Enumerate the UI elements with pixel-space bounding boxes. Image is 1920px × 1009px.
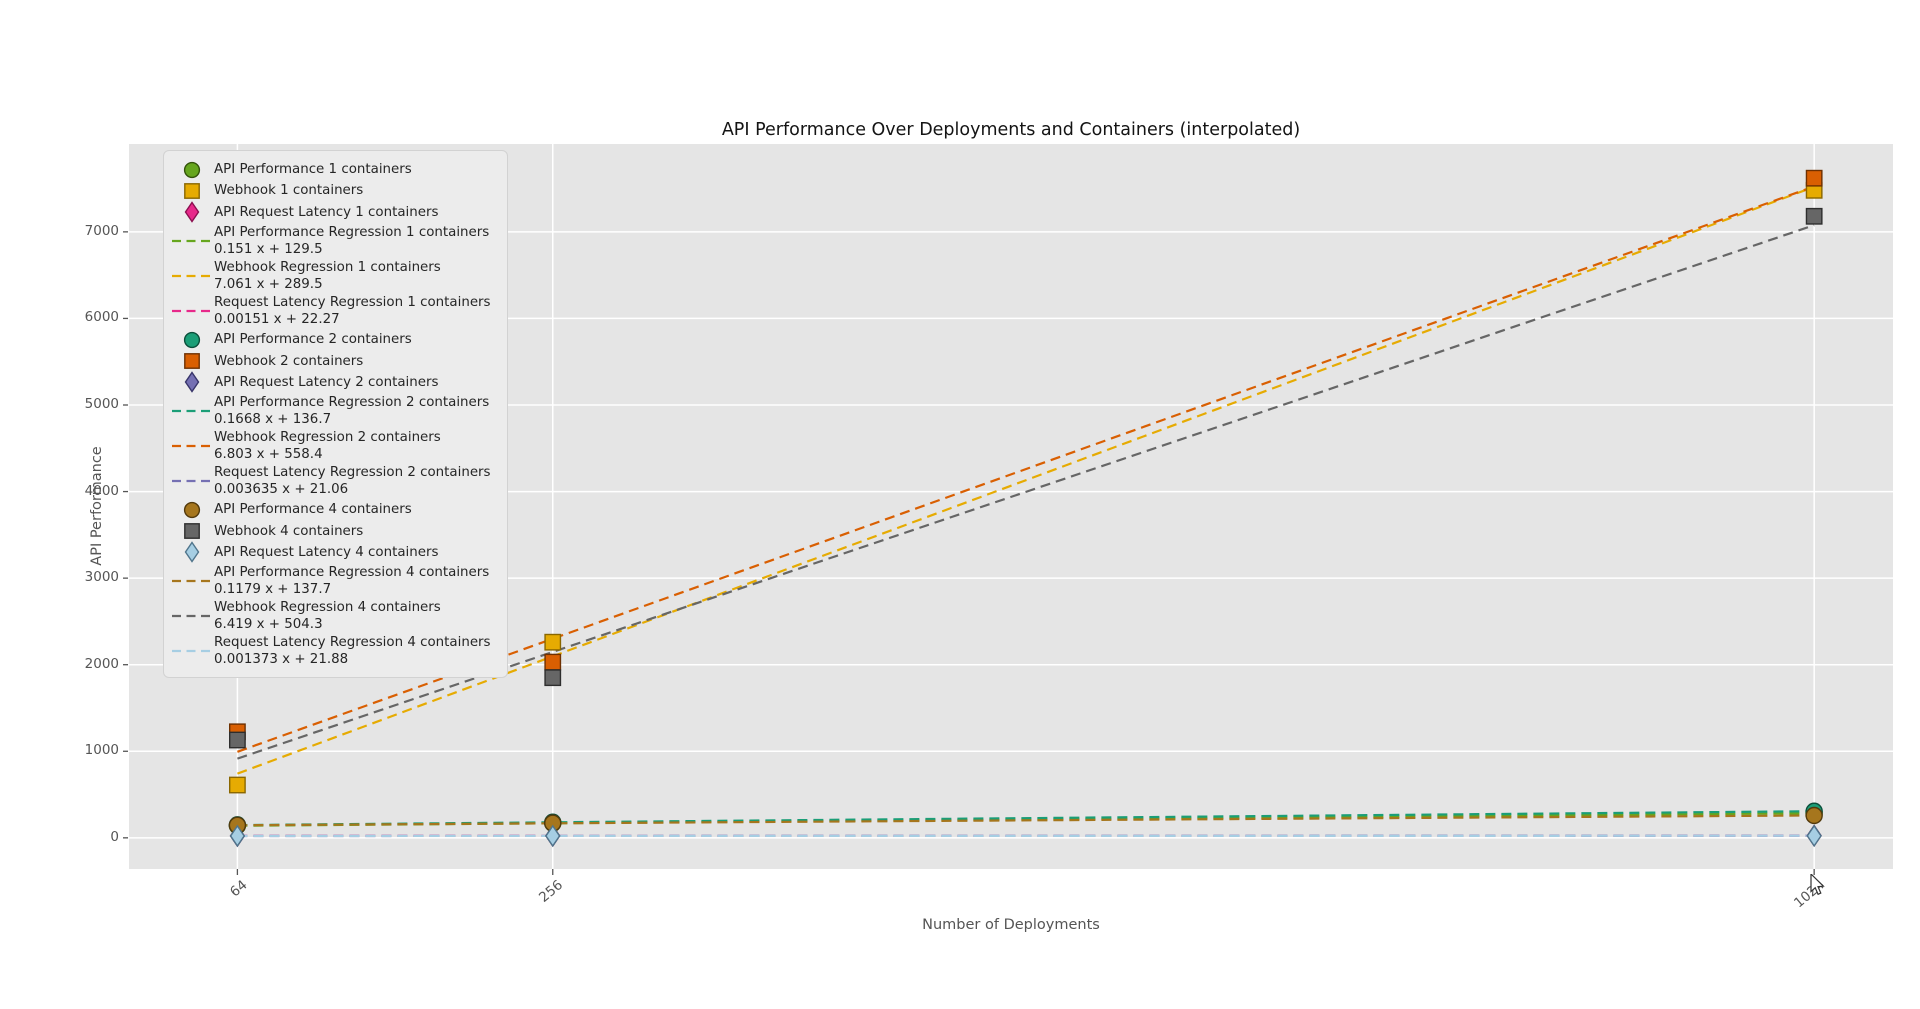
- mouse-cursor-icon: [1810, 874, 1825, 896]
- data-point: [1805, 806, 1823, 825]
- regression-line: [237, 814, 1815, 827]
- legend-item: API Request Latency 1 containers: [170, 201, 501, 223]
- dashed-line-icon: [170, 640, 214, 662]
- square-marker-icon: [170, 520, 214, 542]
- legend-item-label: Webhook 4 containers: [214, 523, 364, 539]
- legend-item-label: API Performance 1 containers: [214, 162, 412, 178]
- legend-item: Request Latency Regression 1 containers 0…: [170, 294, 501, 329]
- legend-item: API Request Latency 2 containers: [170, 371, 501, 394]
- data-point: [1806, 824, 1822, 848]
- y-tick-label: 7000: [84, 222, 119, 239]
- dashed-line-icon: [170, 400, 214, 422]
- legend-item: Webhook 2 containers: [170, 350, 501, 371]
- legend-item-label: Webhook Regression 4 containers 6.419 x +…: [214, 600, 441, 633]
- square-marker-icon: [170, 350, 214, 372]
- legend-item-label: Request Latency Regression 2 containers 0…: [214, 465, 491, 498]
- legend-item-label: API Performance Regression 1 containers 0…: [214, 224, 490, 257]
- legend-item: API Performance 1 containers: [170, 159, 501, 180]
- data-point: [544, 633, 562, 651]
- dashed-line-icon: [170, 265, 214, 287]
- y-tick-label: 5000: [84, 396, 119, 412]
- dashed-line-icon: [170, 570, 214, 592]
- legend-item: API Performance 2 containers: [170, 329, 501, 350]
- y-tick-label: 3000: [84, 569, 119, 586]
- data-point: [229, 731, 246, 749]
- dashed-line-icon: [170, 605, 214, 627]
- diamond-marker-icon: [170, 541, 214, 564]
- legend-item-label: API Request Latency 1 containers: [214, 204, 439, 220]
- legend-item-label: Webhook 1 containers: [214, 183, 364, 199]
- square-marker-icon: [170, 180, 214, 202]
- legend-item-label: API Performance 2 containers: [214, 332, 412, 348]
- y-tick-label: 2000: [84, 655, 119, 672]
- legend-item: Webhook Regression 1 containers 7.061 x +…: [170, 258, 501, 293]
- data-point: [544, 669, 562, 687]
- circle-marker-icon: [170, 329, 214, 351]
- data-point: [229, 824, 246, 848]
- y-axis-label: API Performance: [89, 446, 105, 566]
- regression-line: [237, 810, 1815, 827]
- data-point: [1805, 169, 1823, 187]
- legend-item-label: API Performance Regression 2 containers 0…: [214, 394, 490, 427]
- legend-item: Webhook Regression 2 containers 6.803 x +…: [170, 428, 501, 463]
- circle-marker-icon: [170, 499, 214, 521]
- x-axis-label: Number of Deployments: [922, 917, 1100, 933]
- legend-item-label: API Performance Regression 4 containers 0…: [214, 564, 490, 597]
- legend-item-label: Request Latency Regression 1 containers 0…: [214, 295, 491, 328]
- legend-item: API Request Latency 4 containers: [170, 541, 501, 564]
- y-tick-label: 0: [110, 828, 119, 845]
- legend-item-label: API Request Latency 2 containers: [214, 374, 439, 390]
- legend-item: API Performance Regression 4 containers 0…: [170, 563, 501, 598]
- data-point: [544, 653, 562, 671]
- diamond-marker-icon: [170, 371, 214, 394]
- legend-item: Webhook 1 containers: [170, 180, 501, 201]
- legend-item: Webhook 4 containers: [170, 520, 501, 541]
- y-tick-label: 6000: [84, 309, 119, 326]
- legend: API Performance 1 containers Webhook 1 co…: [163, 150, 508, 678]
- diamond-marker-icon: [170, 201, 214, 223]
- y-tick-label: 1000: [84, 742, 119, 759]
- legend-item: API Performance Regression 2 containers 0…: [170, 393, 501, 428]
- legend-item-label: Webhook Regression 2 containers 6.803 x +…: [214, 430, 441, 463]
- data-point: [545, 824, 561, 848]
- legend-item-label: Webhook Regression 1 containers 7.061 x +…: [214, 259, 441, 292]
- legend-item: Request Latency Regression 4 containers 0…: [170, 634, 501, 669]
- dashed-line-icon: [170, 470, 214, 492]
- dashed-line-icon: [170, 300, 214, 322]
- legend-item-label: API Request Latency 4 containers: [214, 544, 439, 560]
- legend-item-label: Webhook 2 containers: [214, 353, 364, 369]
- y-tick-label: 4000: [84, 482, 119, 499]
- legend-item: Request Latency Regression 2 containers 0…: [170, 464, 501, 499]
- data-point: [1805, 207, 1823, 225]
- dashed-line-icon: [170, 435, 214, 457]
- legend-item-label: API Performance 4 containers: [214, 502, 412, 518]
- circle-marker-icon: [170, 159, 214, 181]
- legend-item: API Performance Regression 1 containers 0…: [170, 223, 501, 258]
- legend-item-label: Request Latency Regression 4 containers 0…: [214, 635, 491, 668]
- data-point: [229, 776, 246, 794]
- legend-item: API Performance 4 containers: [170, 499, 501, 520]
- dashed-line-icon: [170, 230, 214, 252]
- legend-item: Webhook Regression 4 containers 6.419 x +…: [170, 598, 501, 633]
- chart-title: API Performance Over Deployments and Con…: [721, 120, 1301, 140]
